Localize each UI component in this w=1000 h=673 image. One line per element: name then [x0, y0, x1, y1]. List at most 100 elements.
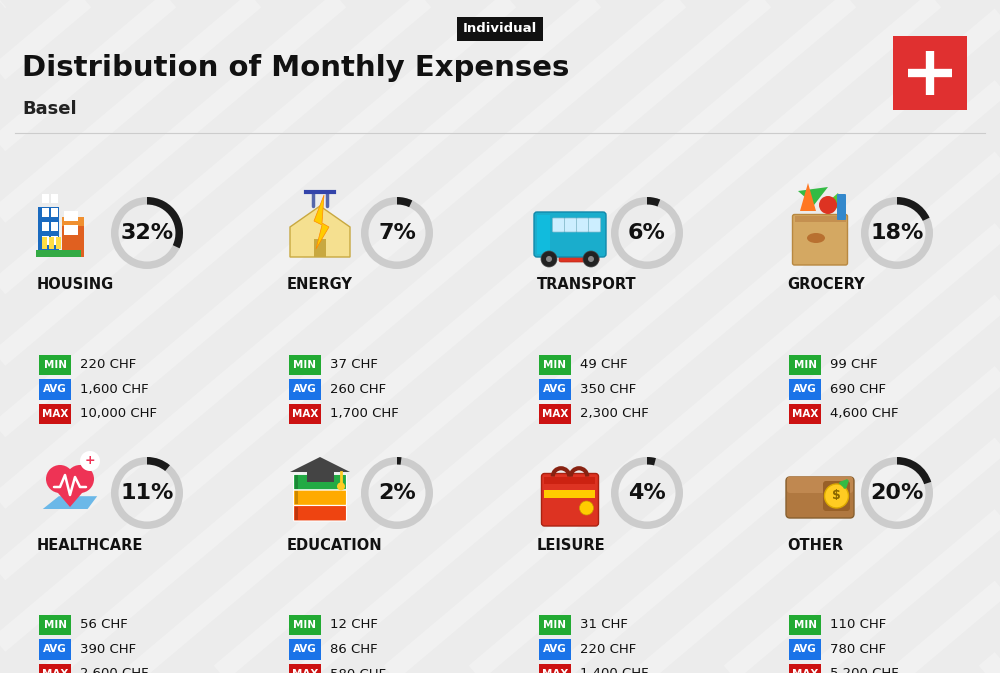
FancyBboxPatch shape [795, 216, 846, 223]
Text: 4%: 4% [628, 483, 666, 503]
Text: 86 CHF: 86 CHF [330, 643, 378, 656]
FancyBboxPatch shape [62, 217, 84, 226]
Circle shape [66, 465, 94, 493]
Text: 5,200 CHF: 5,200 CHF [830, 668, 899, 673]
FancyBboxPatch shape [539, 380, 571, 400]
Text: TRANSPORT: TRANSPORT [537, 277, 637, 293]
Circle shape [588, 256, 594, 262]
FancyBboxPatch shape [314, 239, 326, 257]
Circle shape [583, 251, 599, 267]
Ellipse shape [807, 233, 825, 243]
FancyBboxPatch shape [837, 194, 846, 220]
FancyBboxPatch shape [69, 225, 78, 235]
Text: MAX: MAX [542, 409, 568, 419]
Circle shape [337, 483, 345, 491]
FancyBboxPatch shape [69, 211, 78, 221]
Text: AVG: AVG [43, 645, 67, 655]
Text: 1,700 CHF: 1,700 CHF [330, 407, 399, 421]
Circle shape [80, 451, 100, 471]
Text: 1,600 CHF: 1,600 CHF [80, 383, 149, 396]
FancyBboxPatch shape [786, 477, 854, 518]
Text: 390 CHF: 390 CHF [80, 643, 136, 656]
FancyBboxPatch shape [294, 475, 298, 489]
FancyBboxPatch shape [789, 664, 821, 673]
FancyBboxPatch shape [789, 380, 821, 400]
Text: MAX: MAX [542, 669, 568, 673]
FancyBboxPatch shape [564, 218, 576, 232]
Text: 56 CHF: 56 CHF [80, 618, 128, 631]
Polygon shape [800, 183, 816, 211]
Wedge shape [397, 457, 402, 465]
Wedge shape [897, 457, 931, 484]
FancyBboxPatch shape [789, 404, 821, 424]
Text: 37 CHF: 37 CHF [330, 359, 378, 371]
Text: MIN: MIN [294, 620, 316, 630]
Polygon shape [43, 496, 97, 509]
FancyBboxPatch shape [289, 355, 321, 376]
Wedge shape [111, 197, 183, 269]
FancyBboxPatch shape [49, 237, 54, 249]
Circle shape [46, 465, 74, 493]
FancyBboxPatch shape [552, 218, 564, 232]
FancyBboxPatch shape [539, 639, 571, 660]
Wedge shape [611, 457, 683, 529]
FancyBboxPatch shape [893, 36, 967, 110]
Wedge shape [647, 197, 660, 207]
FancyBboxPatch shape [787, 476, 853, 493]
Polygon shape [822, 193, 844, 209]
Text: OTHER: OTHER [787, 538, 843, 553]
Text: AVG: AVG [793, 384, 817, 394]
FancyBboxPatch shape [289, 404, 321, 424]
FancyBboxPatch shape [789, 355, 821, 376]
Wedge shape [861, 457, 933, 529]
Text: 1,400 CHF: 1,400 CHF [580, 668, 649, 673]
Text: AVG: AVG [293, 645, 317, 655]
FancyBboxPatch shape [793, 215, 848, 265]
FancyBboxPatch shape [38, 207, 59, 257]
FancyBboxPatch shape [568, 240, 592, 254]
Text: AVG: AVG [543, 645, 567, 655]
Text: 780 CHF: 780 CHF [830, 643, 886, 656]
Wedge shape [397, 197, 412, 207]
Text: Distribution of Monthly Expenses: Distribution of Monthly Expenses [22, 54, 569, 82]
Wedge shape [147, 457, 170, 471]
Circle shape [819, 196, 837, 214]
Text: 220 CHF: 220 CHF [80, 359, 136, 371]
Circle shape [824, 484, 848, 508]
FancyBboxPatch shape [51, 236, 58, 245]
Text: MAX: MAX [42, 409, 68, 419]
FancyBboxPatch shape [539, 614, 571, 635]
Polygon shape [290, 457, 350, 472]
Text: 99 CHF: 99 CHF [830, 359, 878, 371]
Text: 690 CHF: 690 CHF [830, 383, 886, 396]
FancyBboxPatch shape [39, 639, 71, 660]
Wedge shape [361, 197, 433, 269]
FancyBboxPatch shape [39, 614, 71, 635]
FancyBboxPatch shape [64, 225, 73, 235]
FancyBboxPatch shape [539, 664, 571, 673]
Text: +: + [85, 454, 95, 468]
Text: 260 CHF: 260 CHF [330, 383, 386, 396]
FancyBboxPatch shape [39, 355, 71, 376]
Text: AVG: AVG [793, 645, 817, 655]
Text: 2%: 2% [378, 483, 416, 503]
FancyBboxPatch shape [289, 380, 321, 400]
Text: MAX: MAX [792, 409, 818, 419]
FancyBboxPatch shape [823, 481, 850, 511]
FancyBboxPatch shape [39, 404, 71, 424]
Wedge shape [361, 457, 433, 529]
Text: 4,600 CHF: 4,600 CHF [830, 407, 899, 421]
FancyBboxPatch shape [64, 211, 73, 221]
Text: GROCERY: GROCERY [787, 277, 865, 293]
Text: MIN: MIN [294, 360, 316, 370]
FancyBboxPatch shape [544, 476, 595, 484]
FancyBboxPatch shape [576, 218, 588, 232]
FancyBboxPatch shape [544, 490, 595, 497]
Text: 49 CHF: 49 CHF [580, 359, 628, 371]
FancyBboxPatch shape [42, 222, 49, 231]
FancyBboxPatch shape [294, 491, 298, 504]
Text: ENERGY: ENERGY [287, 277, 353, 293]
FancyBboxPatch shape [42, 236, 49, 245]
FancyBboxPatch shape [541, 474, 598, 526]
FancyBboxPatch shape [539, 355, 571, 376]
